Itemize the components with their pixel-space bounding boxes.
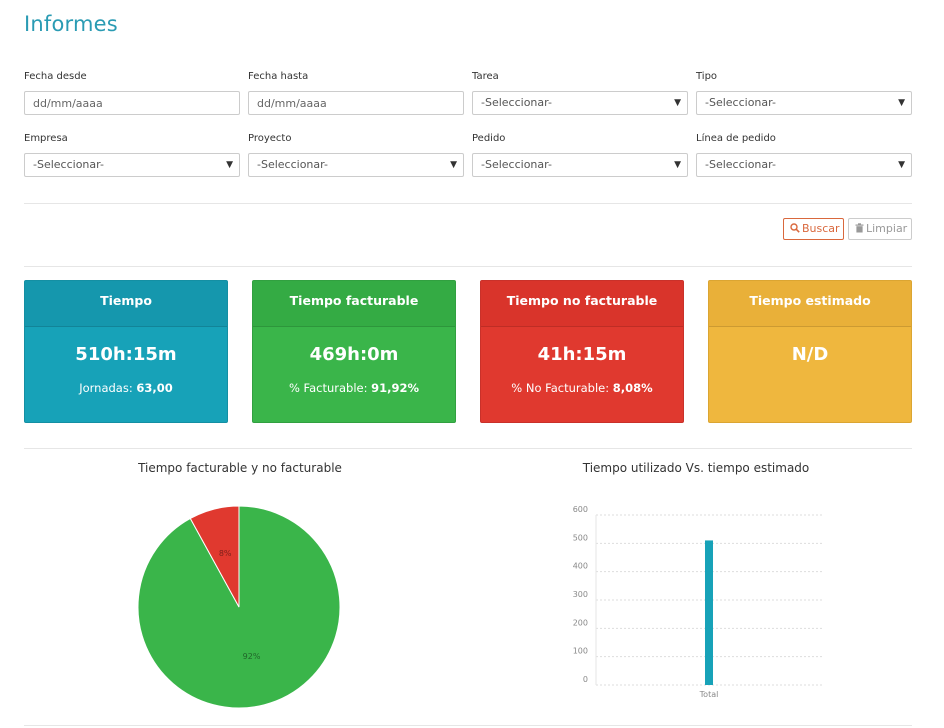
pedido-select[interactable]: -Seleccionar- ▼ (472, 153, 688, 177)
empresa-select[interactable]: -Seleccionar- ▼ (24, 153, 240, 177)
search-button[interactable]: Buscar (783, 218, 844, 240)
card-estimado-title: Tiempo estimado (709, 281, 911, 327)
tipo-select-value: -Seleccionar- (705, 96, 776, 109)
y-tick-label: 200 (573, 618, 588, 627)
tipo-select[interactable]: -Seleccionar- ▼ (696, 91, 912, 115)
linea-pedido-label: Línea de pedido (696, 133, 776, 144)
proyecto-select-value: -Seleccionar- (257, 158, 328, 171)
card-tiempo-value: 510h:15m (75, 344, 177, 365)
empresa-label: Empresa (24, 133, 68, 144)
pedido-label: Pedido (472, 133, 506, 144)
caret-down-icon: ▼ (226, 160, 233, 170)
search-icon (790, 223, 800, 233)
tarea-select-value: -Seleccionar- (481, 96, 552, 109)
card-no-facturable-value: 41h:15m (537, 344, 627, 365)
card-no-facturable: Tiempo no facturable 41h:15m % No Factur… (480, 280, 684, 423)
card-tiempo-sub: Jornadas: 63,00 (25, 381, 227, 395)
pie-chart: 92% 8% (137, 505, 341, 709)
tipo-label: Tipo (696, 71, 718, 82)
card-facturable-value: 469h:0m (309, 344, 399, 365)
tipo-field: Tipo -Seleccionar- ▼ (696, 70, 912, 115)
tarea-select[interactable]: -Seleccionar- ▼ (472, 91, 688, 115)
pie-slice-label: 8% (219, 549, 232, 558)
proyecto-field: Proyecto -Seleccionar- ▼ (248, 132, 464, 177)
proyecto-label: Proyecto (248, 133, 292, 144)
card-tiempo-sub-label: Jornadas: (79, 381, 133, 395)
fecha-hasta-label: Fecha hasta (248, 71, 309, 82)
empresa-select-value: -Seleccionar- (33, 158, 104, 171)
divider (24, 725, 912, 726)
y-tick-label: 400 (573, 562, 588, 571)
fecha-hasta-input[interactable] (248, 91, 464, 115)
pedido-select-value: -Seleccionar- (481, 158, 552, 171)
y-tick-label: 600 (573, 505, 588, 514)
caret-down-icon: ▼ (898, 160, 905, 170)
card-facturable-sub-label: % Facturable: (288, 381, 368, 395)
divider (24, 266, 912, 267)
fecha-desde-input[interactable] (24, 91, 240, 115)
caret-down-icon: ▼ (674, 98, 681, 108)
card-facturable-sub: % Facturable: 91,92% (253, 381, 455, 395)
card-estimado-value: N/D (791, 344, 829, 365)
empresa-field: Empresa -Seleccionar- ▼ (24, 132, 240, 177)
card-no-facturable-sub-label: % No Facturable: (511, 381, 610, 395)
card-facturable-sub-value: 91,92% (371, 381, 420, 395)
pie-slice (189, 505, 240, 608)
fecha-hasta-field: Fecha hasta (248, 70, 464, 115)
caret-down-icon: ▼ (898, 98, 905, 108)
card-tiempo-title: Tiempo (25, 281, 227, 327)
pie-slice-label: 92% (243, 652, 261, 661)
clear-button-label: Limpiar (866, 222, 908, 235)
y-tick-label: 0 (583, 675, 588, 684)
card-no-facturable-sub-value: 8,08% (612, 381, 653, 395)
clear-button[interactable]: Limpiar (848, 218, 912, 240)
card-facturable-title: Tiempo facturable (253, 281, 455, 327)
bar (705, 540, 713, 685)
divider (24, 203, 912, 204)
x-tick-label: Total (699, 690, 719, 699)
y-tick-label: 300 (573, 590, 588, 599)
card-no-facturable-sub: % No Facturable: 8,08% (481, 381, 683, 395)
fecha-desde-label: Fecha desde (24, 71, 87, 82)
linea-pedido-select[interactable]: -Seleccionar- ▼ (696, 153, 912, 177)
tarea-field: Tarea -Seleccionar- ▼ (472, 70, 688, 115)
bar-chart: 0 100 200 300 400 500 600 Total (573, 505, 822, 699)
tarea-label: Tarea (472, 71, 499, 82)
card-no-facturable-title: Tiempo no facturable (481, 281, 683, 327)
card-tiempo-sub-value: 63,00 (136, 381, 173, 395)
bar-chart-title: Tiempo utilizado Vs. tiempo estimado (582, 461, 810, 475)
pedido-field: Pedido -Seleccionar- ▼ (472, 132, 688, 177)
divider (24, 448, 912, 449)
card-tiempo: Tiempo 510h:15m Jornadas: 63,00 (24, 280, 228, 423)
linea-pedido-field: Línea de pedido -Seleccionar- ▼ (696, 132, 912, 177)
page-title: Informes (24, 12, 118, 36)
trash-icon (855, 223, 864, 233)
proyecto-select[interactable]: -Seleccionar- ▼ (248, 153, 464, 177)
linea-pedido-select-value: -Seleccionar- (705, 158, 776, 171)
y-tick-label: 500 (573, 533, 588, 542)
caret-down-icon: ▼ (450, 160, 457, 170)
search-button-label: Buscar (802, 222, 840, 235)
card-facturable: Tiempo facturable 469h:0m % Facturable: … (252, 280, 456, 423)
y-tick-label: 100 (573, 647, 588, 656)
pie-chart-title: Tiempo facturable y no facturable (138, 461, 342, 475)
caret-down-icon: ▼ (674, 160, 681, 170)
fecha-desde-field: Fecha desde (24, 70, 240, 115)
card-estimado: Tiempo estimado N/D (708, 280, 912, 423)
